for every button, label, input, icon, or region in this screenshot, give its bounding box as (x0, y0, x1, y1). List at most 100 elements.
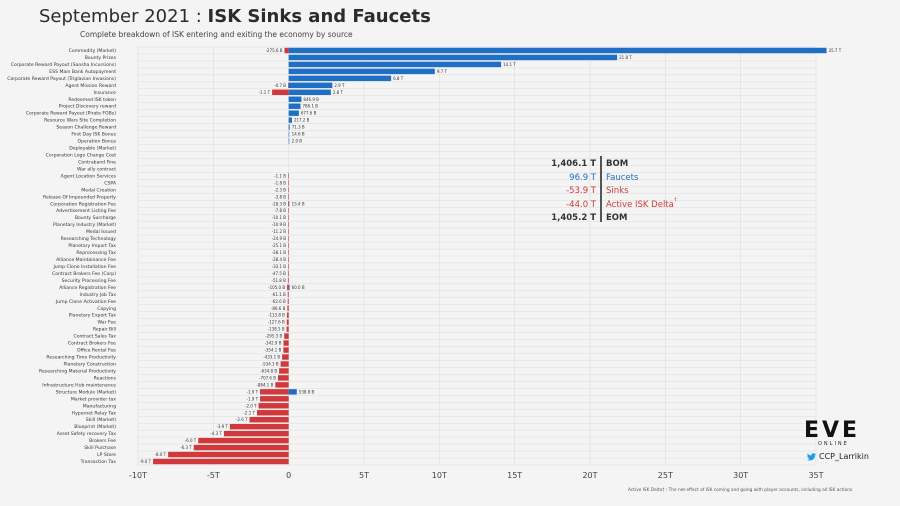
faucet-value-label: 677.6 B (301, 111, 317, 116)
sink-bar (288, 228, 289, 235)
sink-value-label: -24.9 B (272, 236, 287, 241)
sink-bar (288, 235, 289, 242)
sink-value-label: -6.0 T (185, 438, 197, 443)
category-label: Agent Mission Reward (65, 83, 116, 89)
sink-bar (288, 207, 289, 214)
category-label: Structure Module (Market) (56, 389, 117, 395)
sink-bar (286, 326, 289, 332)
sink-value-label: -534.3 B (262, 361, 279, 366)
x-tick-label: 20T (582, 471, 597, 480)
sink-value-label: -47.5 B (272, 271, 287, 276)
sink-bar (282, 354, 289, 360)
summary-value: 1,405.2 T (551, 213, 596, 223)
sink-bar (288, 180, 289, 186)
sink-bar (257, 410, 289, 416)
category-label: Agent Location Services (61, 173, 117, 179)
sink-value-label: -0.7 B (274, 83, 286, 88)
summary-value: -44.0 T (566, 199, 596, 210)
category-label: War ally contract (77, 166, 116, 172)
sink-bar (284, 47, 289, 54)
summary-value: 1,406.1 T (551, 159, 596, 169)
x-tick-label: 25T (658, 471, 673, 480)
title-bold: ISK Sinks and Faucets (207, 6, 431, 27)
sink-bar (287, 291, 289, 298)
x-tick-label: 5T (359, 471, 369, 480)
category-label: Corporate Reward Payout (Triglavian Inva… (7, 76, 116, 82)
sink-bar (272, 89, 289, 96)
sink-bar (198, 437, 289, 444)
category-label: Security Processing Fee (62, 278, 117, 284)
category-label: Contraband Fine (78, 159, 116, 165)
category-label: Transaction Tax (80, 459, 117, 465)
category-label: Corporation Logo Change Cost (46, 152, 117, 158)
sink-bar (283, 347, 289, 353)
faucet-bar (288, 89, 331, 96)
title-prefix: September 2021 : (39, 6, 208, 27)
sink-value-label: -10.9 B (272, 222, 287, 227)
sink-bar (288, 187, 289, 193)
faucet-bar (288, 96, 302, 102)
sink-value-label: -9.0 T (140, 459, 152, 464)
sink-bar (153, 458, 289, 465)
category-label: Jump Clone Installation Fee (52, 264, 116, 270)
eve-logo-sub: ONLINE (818, 441, 849, 447)
sink-bar (275, 382, 289, 388)
sink-bar (287, 284, 289, 291)
category-label: Manufacturing (83, 403, 116, 409)
chart-subtitle: Complete breakdown of ISK entering and e… (80, 30, 353, 39)
category-label: Reprocessing Tax (76, 250, 116, 256)
category-label: LP Store (97, 452, 116, 458)
sink-value-label: -3.8 B (274, 194, 286, 199)
category-label: Copying (97, 306, 116, 312)
sink-bar (283, 340, 289, 346)
sink-value-label: -28.1 B (272, 250, 287, 255)
summary-row: -53.9 T Sinks (520, 186, 720, 198)
summary-label: Faucets (606, 172, 639, 183)
category-label: Alliance Registration Fee (59, 285, 116, 291)
category-label: Planetary Construction (63, 361, 116, 367)
faucet-value-label: 217.2 B (294, 118, 310, 123)
summary-label: BOM (606, 159, 629, 169)
sink-value-label: -2.0 T (245, 403, 257, 408)
category-label: Blueprint (Market) (74, 424, 116, 430)
sink-value-label: -342.9 B (265, 341, 282, 346)
category-label: Contract Brokers Fee (68, 341, 116, 347)
sink-value-label: -10.1 B (272, 215, 287, 220)
category-label: Researching Technology (61, 236, 117, 242)
sink-value-label: -354.1 B (264, 348, 281, 353)
faucet-bar (288, 284, 290, 291)
sink-bar (249, 416, 289, 423)
sink-value-label: -884.1 B (256, 382, 273, 387)
category-label: Reactions (94, 375, 117, 381)
faucet-value-label: 35.7 T (829, 48, 842, 53)
category-label: Medal Creation (81, 187, 116, 193)
summary-divider (600, 156, 602, 222)
sink-bar (287, 298, 289, 305)
category-label: Bounty Surcharge (75, 215, 116, 221)
category-label: Project Discovery reward (59, 104, 116, 110)
sink-bar (193, 444, 289, 451)
category-label: Infrastructure Hub maintenance (42, 382, 116, 388)
sink-value-label: -138.5 B (268, 327, 285, 332)
sink-bar (288, 242, 289, 249)
faucet-value-label: 2.8 T (333, 90, 344, 95)
sink-value-label: -634.8 B (260, 368, 277, 373)
sink-value-label: -3.9 T (216, 424, 228, 429)
summary-label: Active ISK Delta (606, 199, 674, 210)
category-label: Bounty Prizes (85, 55, 117, 61)
category-label: Corporation Registration Fee (50, 201, 116, 207)
sink-bar (288, 173, 289, 179)
sink-bar (258, 403, 289, 409)
faucet-value-label: 15.4 B (292, 201, 305, 206)
faucet-value-label: 71.3 B (292, 125, 305, 130)
faucet-bar (288, 131, 290, 137)
category-label: Deployable (Market) (69, 146, 116, 152)
faucet-value-label: 14.6 B (292, 132, 305, 137)
category-label: Operation Bonus (78, 139, 117, 145)
category-label: First Day ISK Bonus (71, 132, 116, 138)
faucet-value-label: 2.9 T (334, 83, 345, 88)
category-label: Planetary Import Tax (68, 243, 116, 249)
category-label: Brokers Fee (89, 438, 116, 444)
category-label: Jump Clone Activation Fee (55, 299, 116, 305)
faucet-bar (288, 201, 290, 207)
